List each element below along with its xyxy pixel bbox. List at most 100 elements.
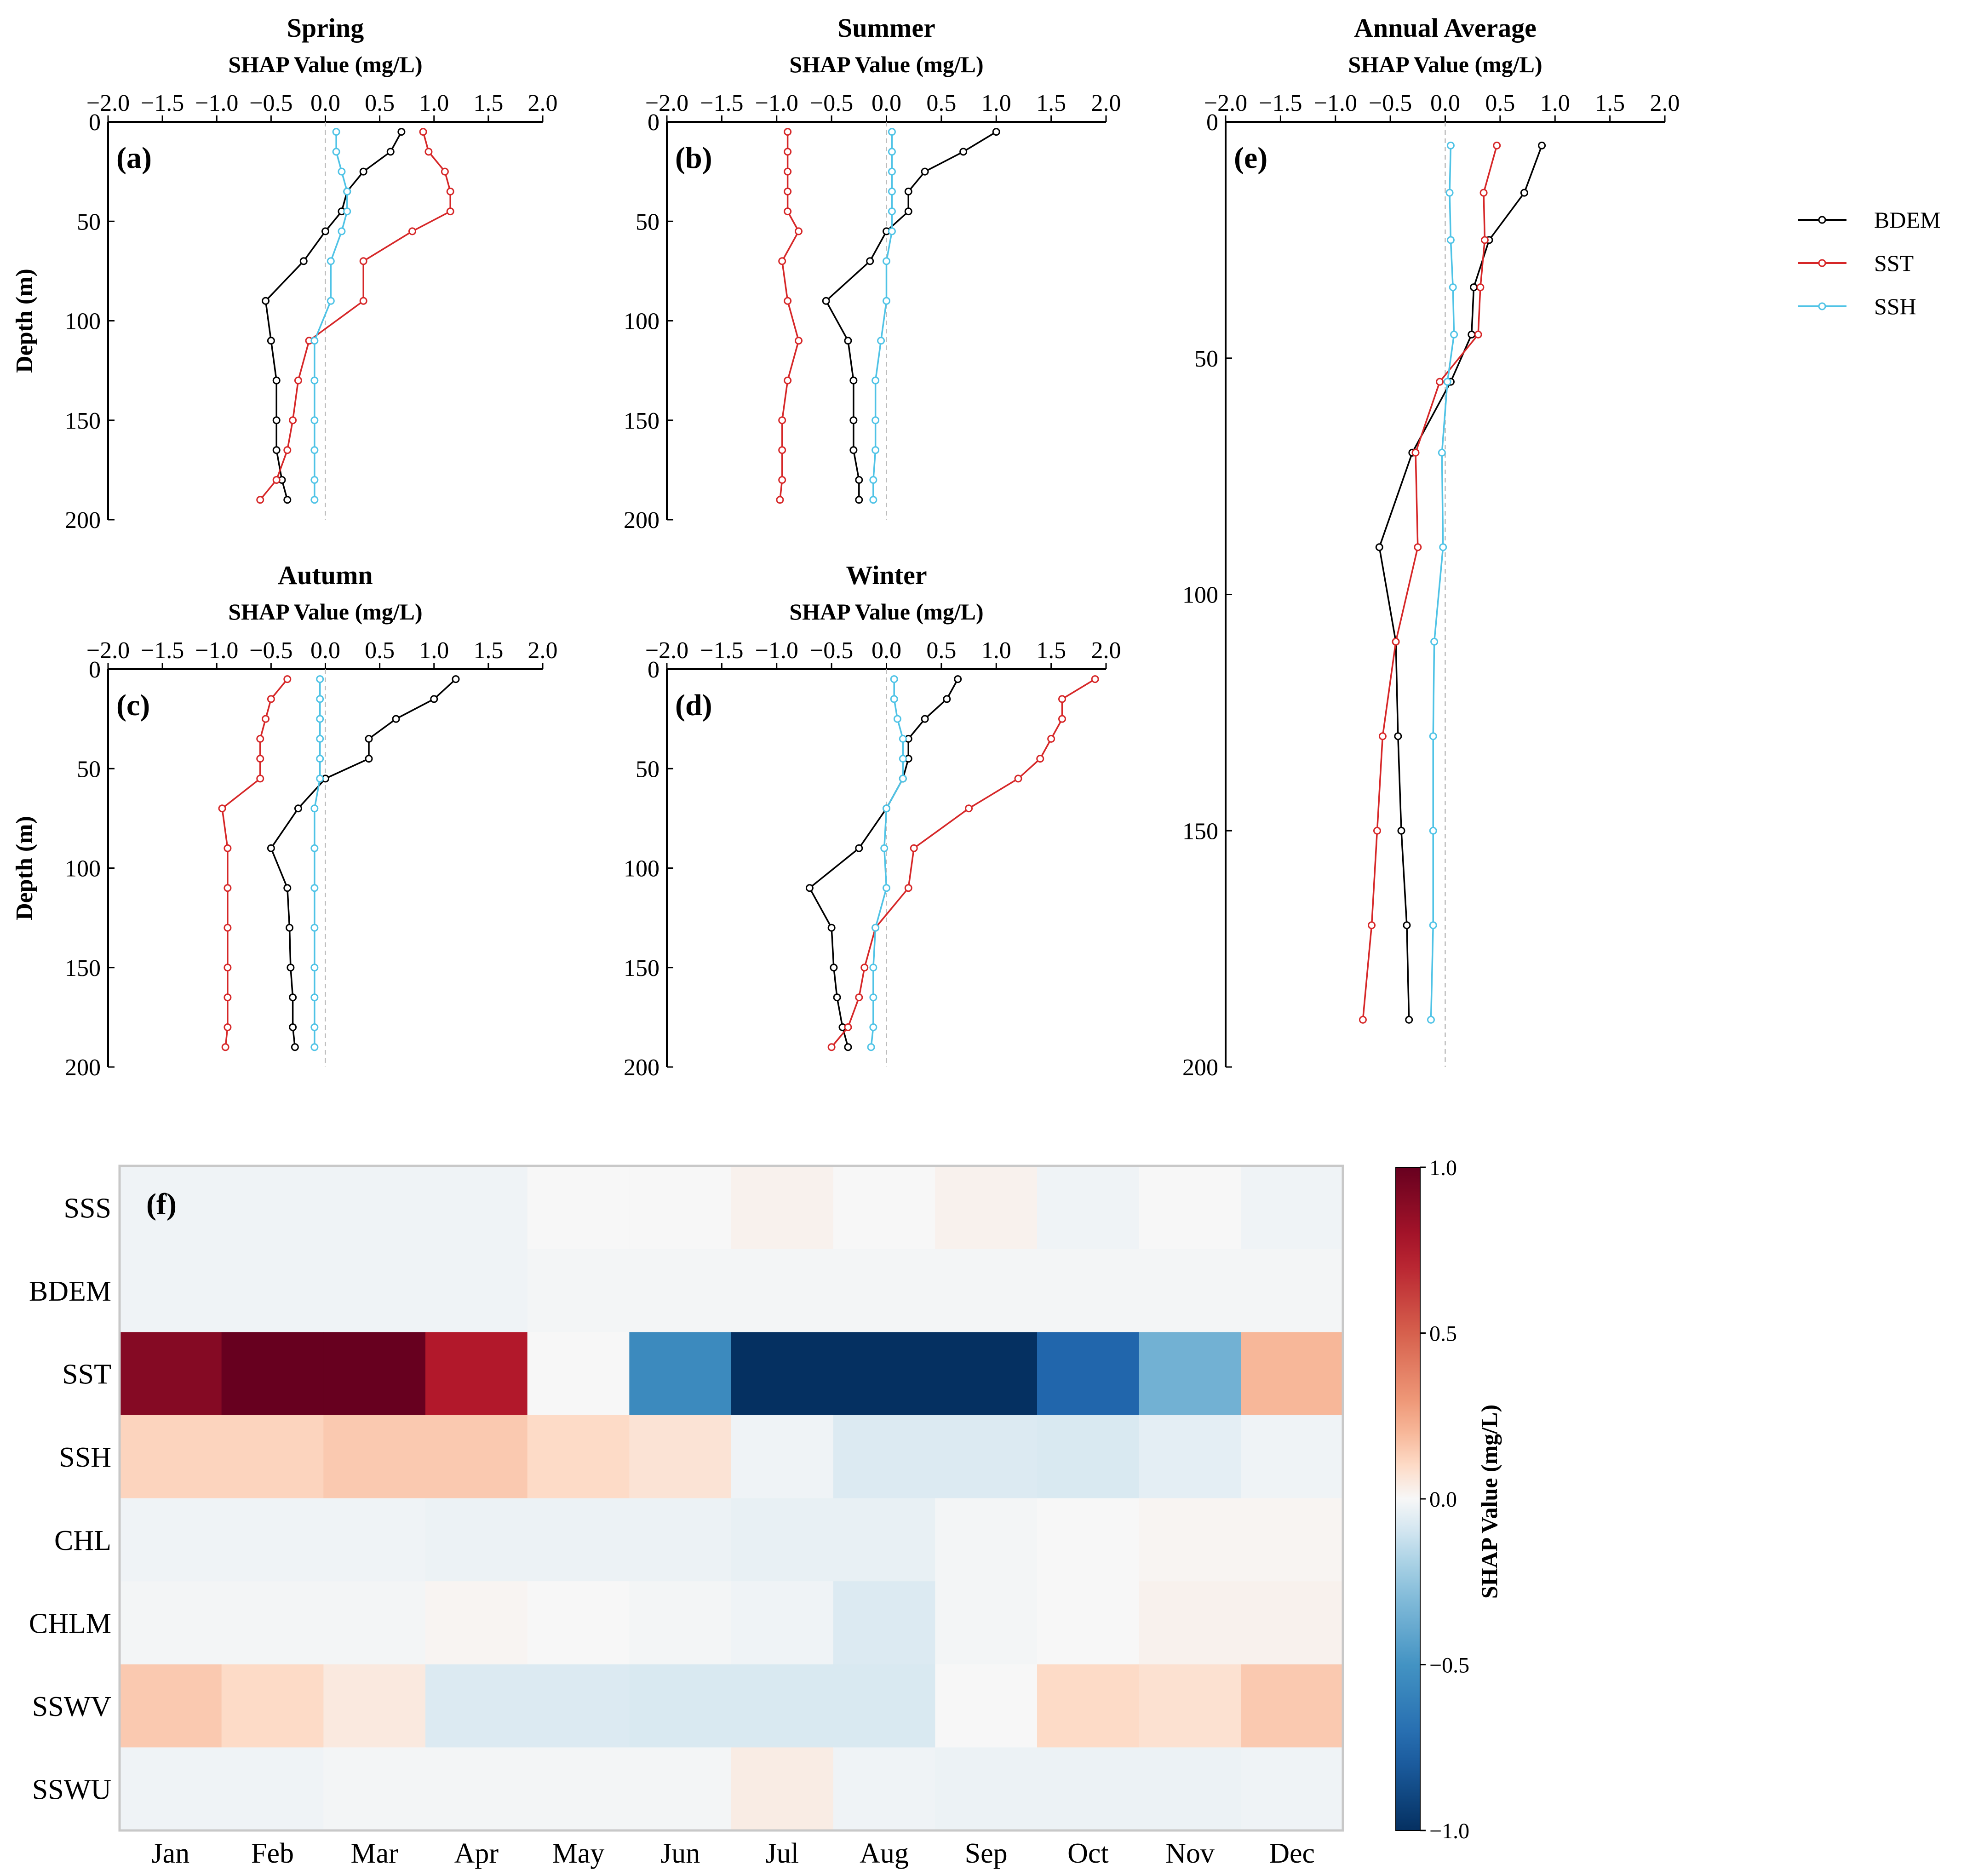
- x-tick-label: 0.0: [310, 90, 340, 116]
- heatmap-cell: [120, 1332, 222, 1416]
- data-point-ssh: [310, 924, 319, 932]
- data-point-sst: [778, 446, 786, 454]
- data-point-ssh: [316, 695, 324, 703]
- data-point-sst: [446, 207, 454, 216]
- x-tick-label: 0.5: [926, 90, 956, 116]
- y-tick-label: 100: [1182, 582, 1218, 608]
- data-point-ssh: [1449, 283, 1457, 292]
- heatmap-cell: [731, 1747, 834, 1831]
- y-tick-label: 150: [65, 408, 101, 434]
- series-ssh: [310, 128, 351, 504]
- data-point-ssh: [1429, 826, 1437, 835]
- x-tick-label: 0.0: [1430, 90, 1460, 116]
- data-point-sst: [221, 1043, 229, 1051]
- legend-label-sst: SST: [1874, 250, 1914, 276]
- data-point-ssh: [310, 337, 319, 345]
- data-point-sst: [1480, 236, 1489, 244]
- x-tick-label: 2.0: [1091, 90, 1121, 116]
- panel-title: Autumn: [278, 560, 373, 590]
- colorbar-title: SHAP Value (mg/L): [1476, 1405, 1502, 1599]
- data-point-ssh: [880, 844, 889, 852]
- heatmap-cell: [323, 1747, 426, 1831]
- heatmap-column-label: Sep: [965, 1838, 1008, 1869]
- data-point-ssh: [1450, 330, 1458, 338]
- series-line-ssh: [1430, 145, 1455, 1020]
- data-point-sst: [778, 257, 786, 265]
- data-point-sst: [1359, 1015, 1367, 1024]
- y-tick-label: 150: [624, 955, 659, 981]
- series-bdem: [822, 128, 1000, 504]
- x-tick-label: 1.5: [1036, 90, 1066, 116]
- heatmap-row-label: SSWV: [32, 1691, 111, 1722]
- heatmap-column-label: Feb: [251, 1838, 294, 1869]
- data-point-bdem: [283, 884, 292, 892]
- x-tick-label: −2.0: [1204, 90, 1247, 116]
- x-axis-title: SHAP Value (mg/L): [789, 599, 983, 625]
- panel-d: Winter SHAP Value (mg/L) −2.0 −1.5 −1.0 −0.5 0…: [624, 560, 1121, 1081]
- heatmap-cell: [1139, 1747, 1241, 1831]
- x-tick-label: −1.5: [700, 90, 743, 116]
- heatmap-cell: [425, 1415, 528, 1499]
- data-point-sst: [1058, 695, 1066, 703]
- data-point-ssh: [310, 1023, 319, 1031]
- data-point-ssh: [872, 416, 880, 425]
- data-point-bdem: [286, 924, 294, 932]
- x-tick-label: 0.0: [872, 90, 901, 116]
- data-point-sst: [408, 227, 416, 235]
- heatmap-cell: [935, 1249, 1038, 1332]
- data-point-ssh: [316, 734, 324, 743]
- heatmap-cell: [1139, 1166, 1241, 1250]
- heatmap-cell: [425, 1581, 528, 1665]
- x-tick-label: −2.0: [645, 90, 688, 116]
- heatmap-cell: [1037, 1166, 1140, 1250]
- data-point-bdem: [904, 187, 912, 195]
- data-point-ssh: [883, 257, 890, 265]
- y-tick-label: 100: [65, 309, 101, 335]
- heatmap-cell: [323, 1498, 426, 1582]
- data-point-ssh: [869, 1023, 877, 1031]
- data-point-ssh: [343, 187, 351, 195]
- panel-title: Annual Average: [1354, 13, 1537, 43]
- data-point-ssh: [890, 695, 898, 703]
- data-point-bdem: [849, 416, 858, 425]
- x-axis-title: SHAP Value (mg/L): [1348, 52, 1542, 77]
- data-point-ssh: [310, 964, 319, 972]
- data-point-sst: [218, 804, 226, 813]
- data-point-bdem: [849, 376, 858, 384]
- heatmap-cell: [1241, 1249, 1343, 1332]
- y-tick-label: 50: [77, 756, 101, 782]
- data-point-ssh: [888, 207, 896, 216]
- y-tick-label: 0: [648, 657, 659, 683]
- data-point-ssh: [899, 734, 907, 743]
- data-point-ssh: [872, 446, 880, 454]
- data-point-sst: [289, 416, 297, 425]
- data-point-sst: [1476, 283, 1485, 292]
- data-point-bdem: [386, 148, 395, 156]
- heatmap-cell: [1139, 1415, 1241, 1499]
- heatmap-cell: [1241, 1747, 1343, 1831]
- x-tick-label: −1.0: [195, 90, 238, 116]
- legend-marker-sst: [1818, 259, 1826, 267]
- x-tick-label: 1.0: [419, 637, 449, 664]
- x-tick-label: 1.5: [473, 90, 503, 116]
- panel-label: (d): [675, 688, 712, 722]
- heatmap-row-label: BDEM: [29, 1276, 111, 1307]
- data-point-bdem: [289, 1023, 297, 1031]
- heatmap-column-label: Jan: [152, 1838, 190, 1869]
- x-tick-label: 1.5: [1036, 637, 1066, 664]
- heatmap-column-label: Dec: [1269, 1838, 1315, 1869]
- x-tick-label: −0.5: [810, 90, 853, 116]
- heatmap-cell: [323, 1249, 426, 1332]
- data-point-ssh: [310, 476, 319, 484]
- series-bdem: [262, 128, 406, 504]
- data-point-sst: [855, 993, 863, 1002]
- heatmap-cell: [120, 1249, 222, 1332]
- y-tick-label: 0: [89, 657, 101, 683]
- data-point-ssh: [890, 675, 898, 683]
- data-point-bdem: [299, 257, 308, 265]
- data-point-sst: [224, 964, 232, 972]
- series-line-bdem: [1378, 145, 1543, 1020]
- data-point-bdem: [1520, 189, 1528, 197]
- data-point-sst: [1091, 675, 1099, 683]
- data-point-ssh: [872, 924, 880, 932]
